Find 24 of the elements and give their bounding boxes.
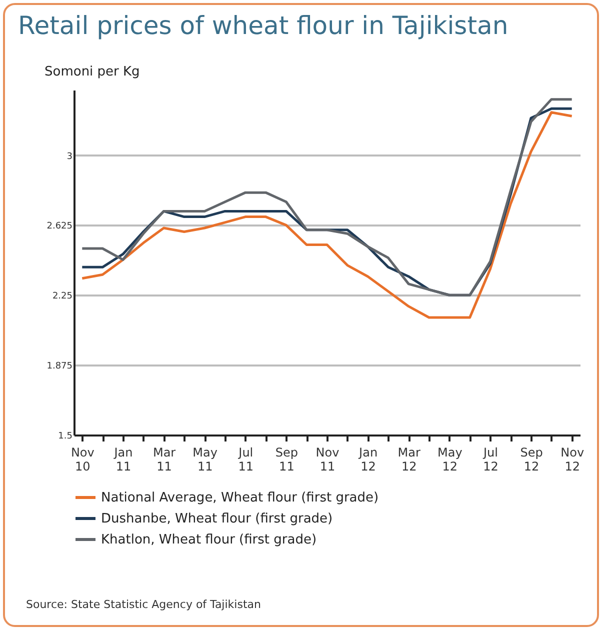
source-note: Source: State Statistic Agency of Tajikistan [26, 598, 261, 611]
x-tick-label: Mar 11 [152, 446, 176, 474]
y-tick-label: 2.625 [46, 222, 72, 232]
x-tick-label: Sep 11 [275, 446, 298, 474]
x-tick-label: Sep 12 [520, 446, 543, 474]
chart-title: Retail prices of wheat flour in Tajikistan [18, 11, 508, 40]
y-tick-label: 1.875 [46, 362, 72, 372]
x-tick-label: Mar 12 [398, 446, 420, 474]
x-tick-label: Nov 11 [316, 446, 340, 474]
x-tick-label: Nov 10 [70, 446, 94, 474]
x-tick-label: Jul 12 [482, 446, 498, 474]
x-tick-label: May 12 [438, 446, 462, 474]
x-tick-label: Jan 12 [358, 446, 378, 474]
legend-label: Dushanbe, Wheat flour (first grade) [101, 512, 333, 526]
x-tick-label: May 11 [192, 446, 218, 474]
y-axis-title: Somoni per Kg [44, 64, 140, 80]
y-tick-label: 3 [66, 152, 72, 162]
x-tick-label: Jul 11 [238, 446, 254, 474]
x-tick-label: Nov 12 [560, 446, 584, 474]
y-tick-label: 2.25 [52, 292, 72, 302]
y-tick-label: 1.5 [58, 432, 72, 442]
x-tick-label: Jan 11 [113, 446, 133, 474]
legend-label: Khatlon, Wheat flour (first grade) [101, 532, 317, 548]
legend-label: National Average, Wheat flour (first grade) [101, 490, 379, 506]
